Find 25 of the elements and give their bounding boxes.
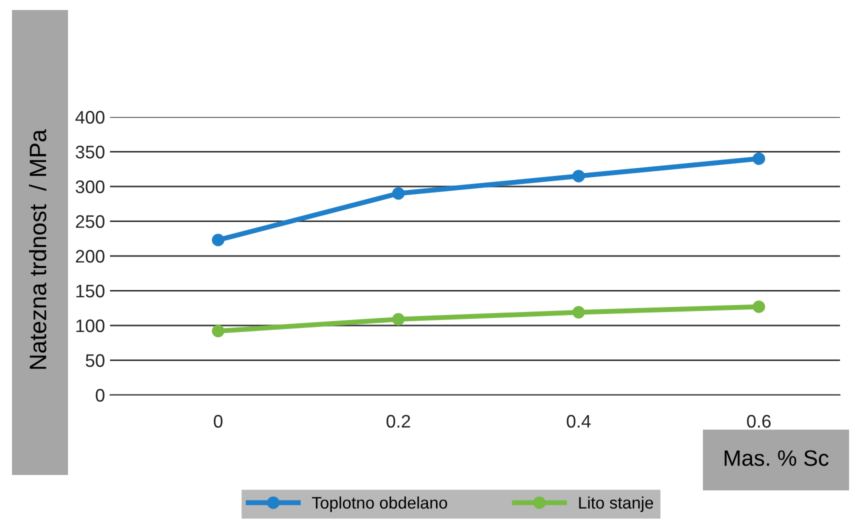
y-tick-label: 150 xyxy=(76,284,104,298)
y-tick-label: 100 xyxy=(76,319,104,332)
y-tick-label: 200 xyxy=(76,250,104,263)
y-tick-label: 300 xyxy=(76,180,104,194)
legend-label: Lito stanje xyxy=(579,496,654,512)
point xyxy=(572,306,585,319)
point xyxy=(572,170,585,182)
y-tick-label: 50 xyxy=(86,354,104,367)
x-tick-label: 0.6 xyxy=(747,414,771,428)
y-axis-title: Natezna trdnost / MPa xyxy=(28,129,46,369)
y-tick-label: 250 xyxy=(76,215,104,228)
x-tick-label: 0.4 xyxy=(566,414,591,428)
x-tick-label: 0.2 xyxy=(386,414,410,428)
point xyxy=(212,234,224,246)
point xyxy=(752,152,766,165)
y-tick-label: 350 xyxy=(76,146,104,158)
y-tick-label: 0 xyxy=(96,388,104,402)
y-tick-label: 400 xyxy=(75,110,104,124)
legend-label: Toplotno obdelano xyxy=(312,496,448,512)
x-tick-label: 0 xyxy=(214,414,222,428)
point xyxy=(212,324,224,338)
point xyxy=(392,187,405,200)
point xyxy=(752,300,766,313)
x-axis-title: Mas. % Sc xyxy=(724,450,829,466)
point xyxy=(392,312,405,326)
